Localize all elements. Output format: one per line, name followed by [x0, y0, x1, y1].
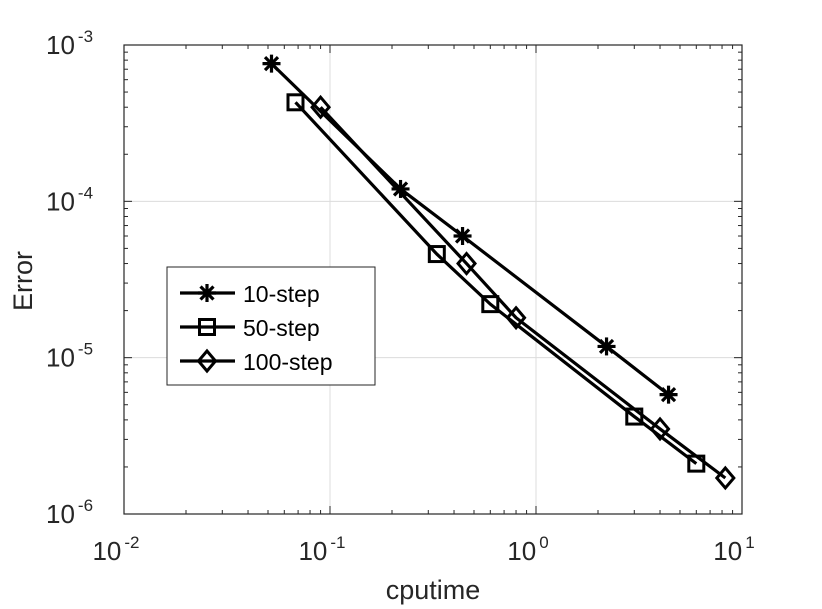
x-tick-base: 10: [507, 536, 536, 566]
y-tick-exponent: -6: [78, 496, 93, 515]
x-tick-label: 10 0: [507, 533, 548, 566]
data-point-100-step: [649, 416, 671, 442]
data-point-100-step: [505, 305, 527, 331]
data-point-10-step-stroke: [598, 338, 615, 355]
y-tick-base: 10: [46, 343, 75, 373]
y-tick-base: 10: [46, 30, 75, 60]
data-point-10-step: [262, 54, 281, 73]
y-tick-label: 10 -6: [46, 496, 93, 529]
legend-marker-10-step: [198, 284, 216, 302]
data-point-10-step-stroke: [660, 387, 677, 403]
x-tick-label: 10 -1: [298, 533, 345, 566]
data-point-50-step: [286, 93, 305, 112]
legend-label-50-step: 50-step: [243, 315, 320, 341]
plot-frame: [123, 44, 743, 515]
legend-marker-50-step: [198, 318, 216, 336]
y-tick-exponent: -5: [78, 340, 93, 359]
y-tick-base: 10: [46, 186, 75, 216]
legend-samples: [180, 284, 235, 374]
y-tick-exponent: -4: [78, 183, 93, 202]
data-point-10-step-stroke: [263, 56, 280, 72]
data-point-10-step: [597, 337, 616, 356]
legend: 10-step 50-step 100-step: [166, 266, 376, 386]
x-tick-exponent: -2: [124, 533, 139, 552]
y-tick-labels: 10-610-510-410-3: [46, 27, 93, 529]
x-tick-exponent: 0: [539, 533, 548, 552]
y-tick-label: 10 -3: [46, 27, 93, 60]
data-point-10-step: [659, 385, 678, 404]
data-point-100-step: [310, 94, 332, 120]
x-tick-label: 10 -2: [92, 533, 139, 566]
x-tick-base: 10: [92, 536, 121, 566]
x-tick-exponent: -1: [330, 533, 345, 552]
legend-marker-10-step-stroke: [199, 285, 215, 301]
series-layer: [262, 54, 736, 491]
data-point-100-step: [456, 251, 477, 276]
x-tick-labels: 10 -2 10 -1 10 0 10 1: [92, 533, 754, 566]
data-point-100-step: [714, 465, 736, 491]
legend-marker-100-step: [196, 348, 218, 374]
x-tick-label: 10 1: [713, 533, 754, 566]
y-tick-exponent: -3: [78, 27, 93, 46]
legend-label-10-step: 10-step: [243, 281, 320, 307]
data-point-50-step: [481, 295, 500, 314]
data-point-10-step: [453, 227, 472, 246]
x-tick-base: 10: [713, 536, 742, 566]
x-tick-base: 10: [298, 536, 327, 566]
legend-label-100-step: 100-step: [243, 349, 333, 375]
series-10-step: [262, 54, 678, 404]
data-point-10-step: [391, 179, 410, 198]
data-point-10-step-stroke: [392, 181, 409, 197]
data-point-50-step: [427, 245, 446, 264]
y-tick-base: 10: [46, 499, 75, 529]
y-tick-label: 10 -5: [46, 340, 93, 373]
x-axis-title: cputime: [386, 575, 481, 605]
series-100-step: [310, 94, 736, 491]
series-line-100-step: [319, 106, 727, 480]
y-tick-label: 10 -4: [46, 183, 93, 216]
y-axis-title: Error: [8, 251, 38, 311]
x-tick-exponent: 1: [745, 533, 754, 552]
data-point-10-step-stroke: [454, 228, 471, 244]
